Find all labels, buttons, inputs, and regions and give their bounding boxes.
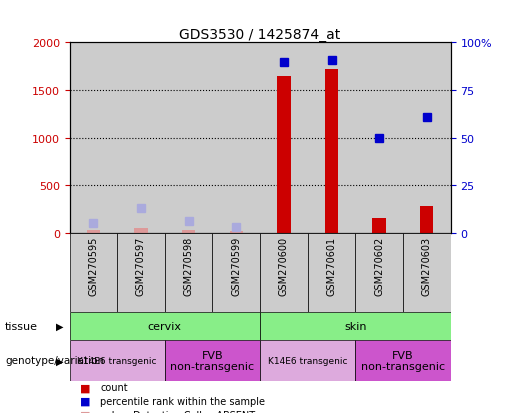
Text: GSM270601: GSM270601 — [327, 237, 336, 295]
Text: K14E6 transgenic: K14E6 transgenic — [77, 356, 157, 365]
Bar — [87, 230, 100, 233]
Bar — [182, 230, 195, 233]
Bar — [307, 43, 355, 233]
Bar — [165, 340, 260, 381]
Bar — [70, 312, 260, 340]
Bar — [70, 233, 117, 312]
Bar — [117, 43, 165, 233]
Text: ■: ■ — [80, 382, 90, 392]
Bar — [355, 340, 451, 381]
Bar — [355, 43, 403, 233]
Bar — [70, 340, 165, 381]
Bar — [403, 233, 451, 312]
Text: GSM270598: GSM270598 — [184, 237, 194, 296]
Text: ▶: ▶ — [56, 321, 63, 331]
Text: percentile rank within the sample: percentile rank within the sample — [100, 396, 265, 406]
Text: genotype/variation: genotype/variation — [5, 356, 104, 366]
Text: ■: ■ — [80, 396, 90, 406]
Title: GDS3530 / 1425874_at: GDS3530 / 1425874_at — [179, 28, 341, 43]
Text: GSM270603: GSM270603 — [422, 237, 432, 295]
Bar — [420, 207, 434, 233]
Text: ▶: ▶ — [56, 356, 63, 366]
Bar — [165, 233, 212, 312]
Bar — [260, 312, 451, 340]
Bar — [307, 233, 355, 312]
Bar — [117, 233, 165, 312]
Bar — [277, 77, 290, 233]
Bar — [70, 43, 117, 233]
Bar — [325, 70, 338, 233]
Bar — [212, 43, 260, 233]
Bar — [372, 218, 386, 233]
Text: count: count — [100, 382, 128, 392]
Text: FVB
non-transgenic: FVB non-transgenic — [170, 350, 254, 371]
Text: K14E6 transgenic: K14E6 transgenic — [268, 356, 348, 365]
Bar — [260, 43, 308, 233]
Bar — [260, 233, 308, 312]
Text: FVB
non-transgenic: FVB non-transgenic — [361, 350, 445, 371]
Text: GSM270602: GSM270602 — [374, 237, 384, 296]
Text: ■: ■ — [80, 410, 90, 413]
Bar — [165, 43, 212, 233]
Text: value, Detection Call = ABSENT: value, Detection Call = ABSENT — [100, 410, 255, 413]
Text: GSM270600: GSM270600 — [279, 237, 289, 295]
Text: GSM270595: GSM270595 — [89, 237, 98, 296]
Bar — [403, 43, 451, 233]
Bar — [212, 233, 260, 312]
Text: skin: skin — [344, 321, 367, 331]
Text: GSM270599: GSM270599 — [231, 237, 241, 296]
Text: tissue: tissue — [5, 321, 38, 331]
Bar — [260, 340, 355, 381]
Text: cervix: cervix — [148, 321, 182, 331]
Bar — [355, 233, 403, 312]
Bar — [134, 229, 148, 233]
Text: GSM270597: GSM270597 — [136, 237, 146, 296]
Bar — [230, 231, 243, 233]
